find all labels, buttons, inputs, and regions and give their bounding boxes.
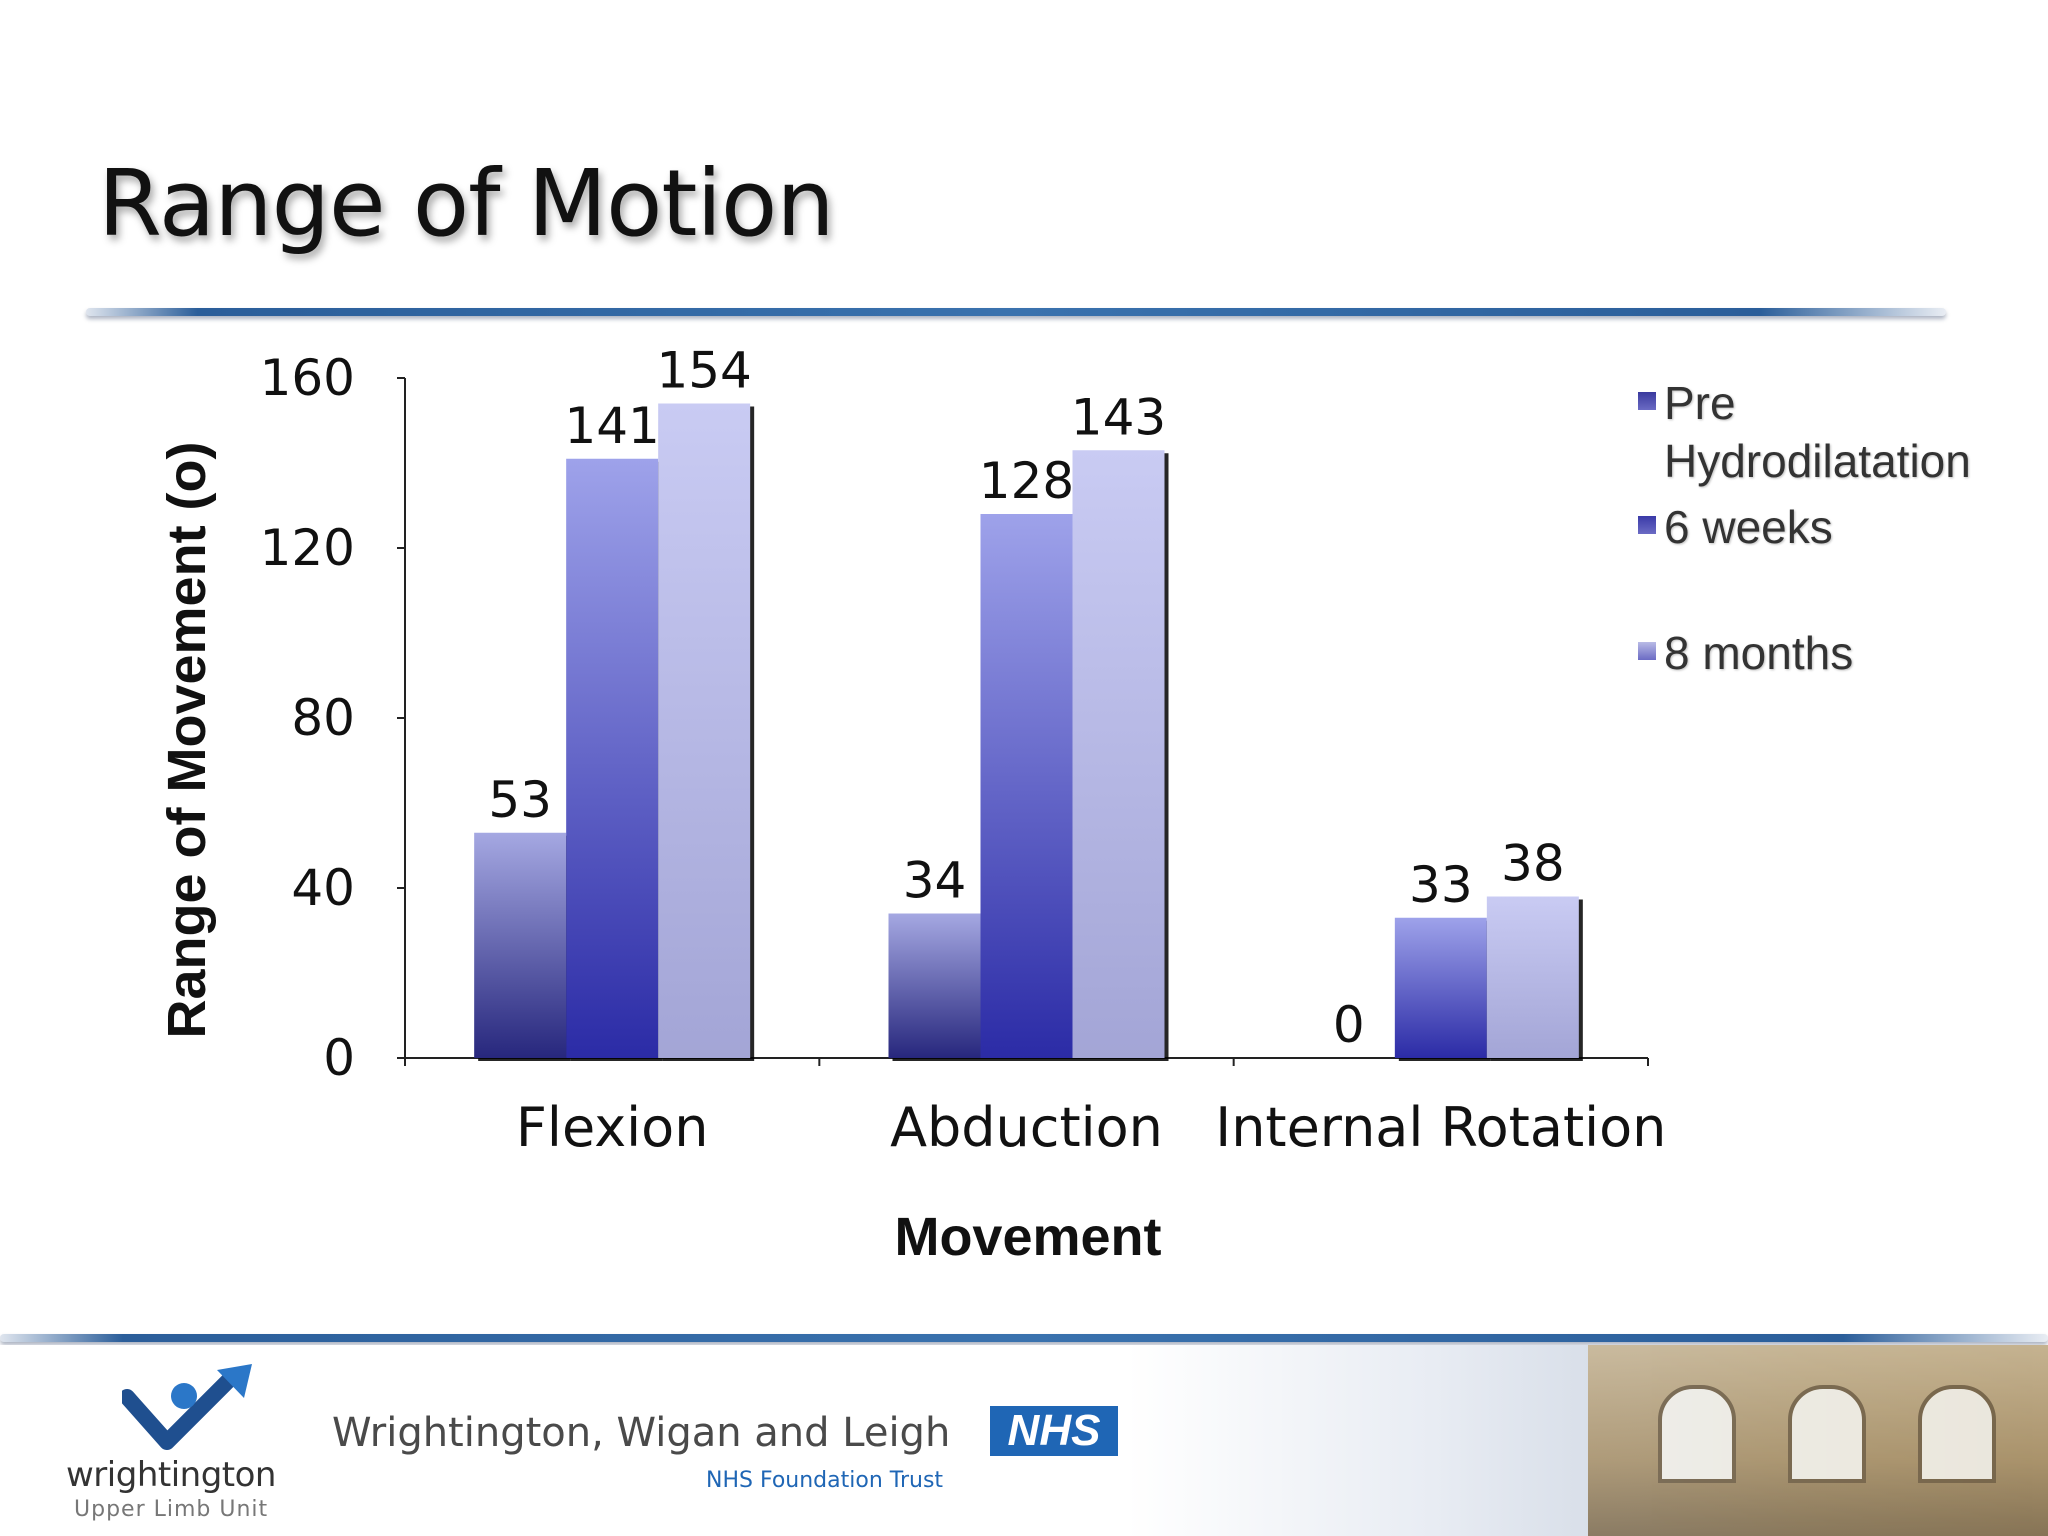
- legend-label-pre: Pre Hydrodilatation: [1664, 377, 1971, 487]
- legend-label-8-months: 8 months: [1664, 627, 1854, 679]
- bar: [658, 403, 751, 1058]
- data-label: 0: [1333, 996, 1365, 1054]
- bar: [1394, 917, 1487, 1058]
- category-label: Abduction: [890, 1096, 1163, 1159]
- data-label: 33: [1409, 856, 1473, 914]
- data-label: 154: [656, 342, 751, 400]
- y-axis-title: Range of Movement (o): [157, 441, 217, 1038]
- bar: [1486, 896, 1579, 1058]
- data-label: 128: [979, 452, 1074, 510]
- building-photo: [1588, 1345, 2048, 1536]
- legend-label-6-weeks: 6 weeks: [1664, 501, 1833, 553]
- footer-divider: [0, 1334, 2048, 1342]
- y-tick-label: 120: [260, 519, 355, 577]
- legend-swatch-6-weeks: [1638, 516, 1656, 534]
- y-tick-label: 40: [291, 859, 355, 917]
- legend-swatch-pre: [1638, 392, 1656, 410]
- logo-text: wrightington: [66, 1455, 276, 1495]
- slide-title: Range of Motion: [98, 150, 835, 257]
- legend-swatch-8-months: [1638, 642, 1656, 660]
- bar: [1072, 450, 1165, 1058]
- category-label: Flexion: [516, 1096, 709, 1159]
- data-label: 143: [1071, 388, 1166, 446]
- title-divider: [86, 308, 1946, 316]
- bar: [566, 458, 659, 1058]
- data-label: 34: [903, 852, 967, 910]
- trust-subtitle: NHS Foundation Trust: [706, 1468, 944, 1493]
- y-tick-label: 160: [260, 349, 355, 407]
- bar: [888, 913, 981, 1058]
- data-label: 141: [564, 397, 659, 455]
- y-tick-label: 0: [323, 1029, 355, 1087]
- data-label: 53: [488, 771, 552, 829]
- legend-item-8-months: 8 months: [1638, 624, 2014, 682]
- nhs-badge: NHS: [990, 1406, 1118, 1456]
- y-tick-label: 80: [291, 689, 355, 747]
- bar: [980, 514, 1073, 1058]
- legend-item-pre: Pre Hydrodilatation: [1638, 374, 2014, 490]
- wrightington-logo-icon: [122, 1364, 252, 1450]
- category-label: Internal Rotation: [1215, 1096, 1666, 1159]
- x-axis-title: Movement: [894, 1207, 1161, 1267]
- logo-subtext: Upper Limb Unit: [74, 1497, 269, 1522]
- bar: [474, 832, 567, 1058]
- legend-item-6-weeks: 6 weeks: [1638, 498, 2014, 556]
- data-label: 38: [1501, 835, 1565, 893]
- trust-name: Wrightington, Wigan and Leigh: [332, 1410, 951, 1456]
